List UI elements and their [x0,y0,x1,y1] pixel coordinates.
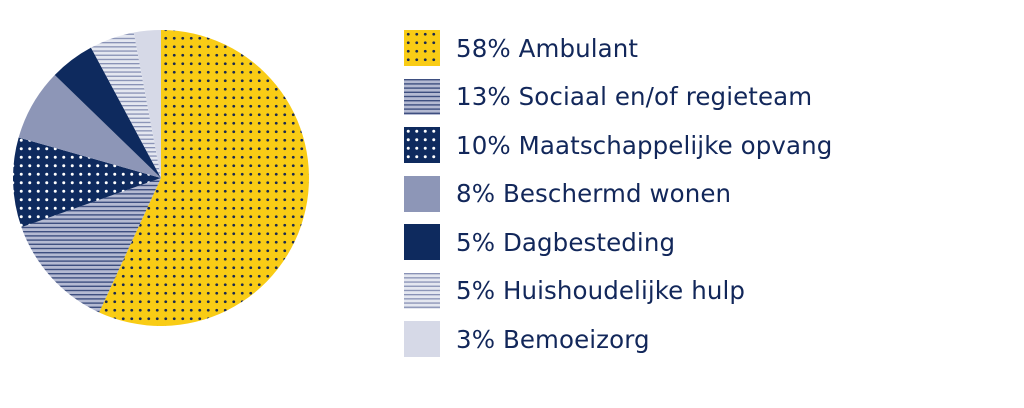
legend-swatch-maatschappelijke-opvang [404,127,440,163]
legend-swatch-huishoudelijke-hulp [404,272,440,309]
pie-slice-dagbesteding [54,47,161,178]
legend-item-bemoeizorg: 3% Bemoeizorg [404,321,1004,357]
legend: 58% Ambulant 13% Sociaal en/of regieteam 1… [404,30,1004,370]
legend-item-dagbesteding: 5% Dagbesteding [404,224,1004,260]
legend-swatch-sociaal-en-of-regieteam [404,78,440,115]
legend-item-sociaal-en-of-regieteam: 13% Sociaal en/of regieteam [404,78,1004,115]
pie-slice-huishoudelijke-hulp [90,32,161,178]
legend-item-beschermd-wonen: 8% Beschermd wonen [404,175,1004,212]
legend-swatch-beschermd-wonen [404,175,440,212]
pie-slice-maatschappelijke-opvang [12,137,161,228]
legend-item-huishoudelijke-hulp: 5% Huishoudelijke hulp [404,272,1004,309]
pie-slices [12,30,310,326]
pie-slice-ambulant [99,30,310,326]
legend-label-ambulant: 58% Ambulant [456,33,639,63]
legend-label-beschermd-wonen: 8% Beschermd wonen [456,179,732,208]
pie-slice-sociaal-en-of-regieteam [21,178,161,313]
legend-item-ambulant: 58% Ambulant [404,30,1004,66]
legend-swatch-dagbesteding [404,224,440,260]
pie-plot [12,30,310,326]
legend-item-maatschappelijke-opvang: 10% Maatschappelijke opvang [404,127,1004,163]
pie-slice-bemoeizorg [133,30,161,178]
legend-swatch-bemoeizorg [404,321,440,357]
legend-label-maatschappelijke-opvang: 10% Maatschappelijke opvang [456,130,833,160]
legend-label-sociaal-en-of-regieteam: 13% Sociaal en/of regieteam [456,82,813,111]
legend-label-huishoudelijke-hulp: 5% Huishoudelijke hulp [456,276,746,305]
pie-slice-beschermd-wonen [18,74,162,178]
legend-label-dagbesteding: 5% Dagbesteding [456,227,676,257]
legend-label-bemoeizorg: 3% Bemoeizorg [456,324,650,354]
legend-swatch-ambulant [404,30,440,66]
